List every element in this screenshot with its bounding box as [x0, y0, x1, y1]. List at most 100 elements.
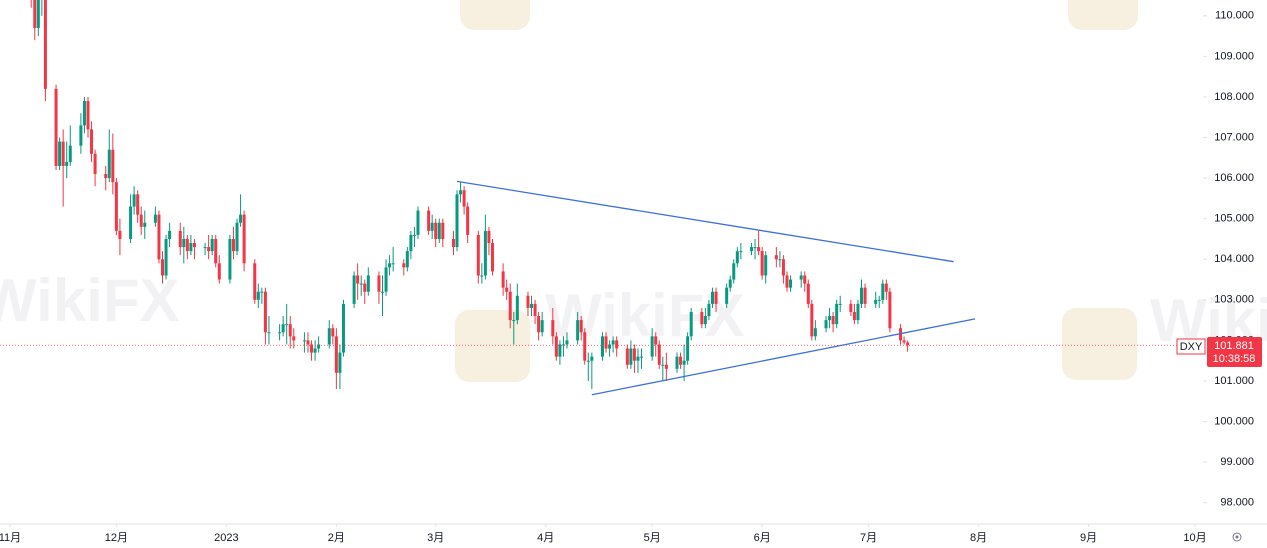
candle-body	[661, 364, 665, 366]
y-tick-label: 103.000	[1214, 294, 1254, 306]
candle-body	[384, 267, 388, 292]
candle-body	[352, 275, 356, 304]
candle-body	[93, 153, 97, 175]
candle-body	[33, 0, 37, 28]
candle-body	[476, 234, 480, 276]
candle-body	[778, 259, 782, 261]
candle-body	[334, 336, 338, 373]
candle-body	[253, 263, 257, 300]
candle-body	[813, 328, 817, 337]
candle-body	[899, 328, 903, 341]
y-tick-label: 104.000	[1214, 253, 1254, 265]
y-tick-label: 109.000	[1214, 50, 1254, 62]
candle-body	[217, 263, 221, 280]
candle-body	[508, 291, 512, 321]
x-tick-label: 10月	[1183, 532, 1206, 544]
candle-body	[178, 230, 182, 248]
candle-body	[586, 360, 590, 362]
candle-body	[558, 344, 562, 357]
candle-body	[43, 0, 47, 89]
candle-body	[168, 230, 172, 239]
candle-body	[434, 222, 438, 239]
settings-icon[interactable]	[1232, 532, 1242, 542]
candle-body	[185, 238, 189, 252]
candle-body	[338, 352, 342, 373]
y-tick-label: 108.000	[1214, 91, 1254, 103]
candle-body	[590, 356, 594, 361]
candle-body	[640, 356, 644, 358]
candle-body	[561, 344, 565, 346]
candle-body	[409, 234, 413, 252]
candle-body	[551, 320, 555, 337]
candle-body	[611, 340, 615, 345]
trendline	[456, 180, 954, 263]
candle-body	[207, 247, 211, 252]
candle-body	[459, 190, 463, 195]
candle-body	[430, 222, 434, 231]
candle-body	[728, 279, 732, 288]
candle-body	[600, 336, 604, 357]
candle-body	[774, 255, 778, 260]
candle-body	[860, 287, 864, 304]
candle-body	[615, 340, 619, 349]
current-price-label: 101.881	[1214, 340, 1254, 352]
candle-body	[902, 340, 906, 343]
candle-body	[153, 214, 157, 223]
candle-body	[700, 311, 704, 325]
watermark-logo	[455, 310, 530, 382]
y-tick-label: 101.000	[1214, 375, 1254, 387]
candle-body	[487, 230, 491, 244]
candle-body	[136, 194, 140, 215]
candle-body	[267, 332, 271, 334]
candle-body	[79, 125, 83, 146]
candle-body	[874, 299, 878, 304]
candle-body	[118, 230, 122, 239]
candle-body	[831, 316, 835, 325]
candle-body	[278, 332, 282, 334]
candle-body	[714, 291, 718, 304]
candle-body	[689, 311, 693, 337]
candle-body	[480, 275, 484, 277]
countdown: 10:38:58	[1213, 353, 1256, 365]
x-tick-label: 5月	[644, 532, 661, 544]
candle-body	[161, 259, 165, 276]
watermark-logo	[460, 0, 530, 30]
candle-body	[129, 206, 133, 239]
y-tick-label: 106.000	[1214, 172, 1254, 184]
x-tick-label: 12月	[105, 532, 128, 544]
candle-body	[466, 206, 470, 235]
candle-body	[750, 247, 754, 252]
candle-body	[239, 214, 243, 223]
candle-body	[828, 316, 832, 321]
candle-body	[554, 336, 558, 357]
candle-body	[753, 247, 757, 249]
candle-body	[437, 222, 441, 239]
symbol-box	[1176, 338, 1206, 355]
x-tick-label: 3月	[427, 532, 444, 544]
candle-body	[189, 243, 193, 252]
watermarks: WikiFX WikiFX WikiFX	[0, 0, 1267, 382]
watermark-text: WikiFX	[0, 267, 179, 334]
candle-body	[65, 161, 69, 166]
candle-body	[664, 364, 668, 369]
candle-body	[210, 238, 214, 252]
candle-body	[838, 303, 842, 305]
candle-body	[565, 340, 569, 345]
candle-body	[654, 336, 658, 345]
candle-body	[604, 336, 608, 349]
candle-body	[703, 316, 707, 325]
candle-body	[317, 344, 321, 349]
candle-body	[164, 238, 168, 276]
candle-body	[490, 243, 494, 272]
candle-body	[739, 251, 743, 253]
candle-body	[884, 283, 888, 292]
x-tick-label: 7月	[860, 532, 877, 544]
y-tick-label: 110.000	[1215, 10, 1254, 22]
x-tick-label: 8月	[970, 532, 987, 544]
plot-area	[0, 0, 1200, 396]
candle-body	[757, 247, 761, 252]
candle-body	[402, 263, 406, 268]
candle-body	[877, 299, 881, 301]
candle-body	[157, 214, 161, 260]
watermark-logo	[1062, 308, 1137, 380]
